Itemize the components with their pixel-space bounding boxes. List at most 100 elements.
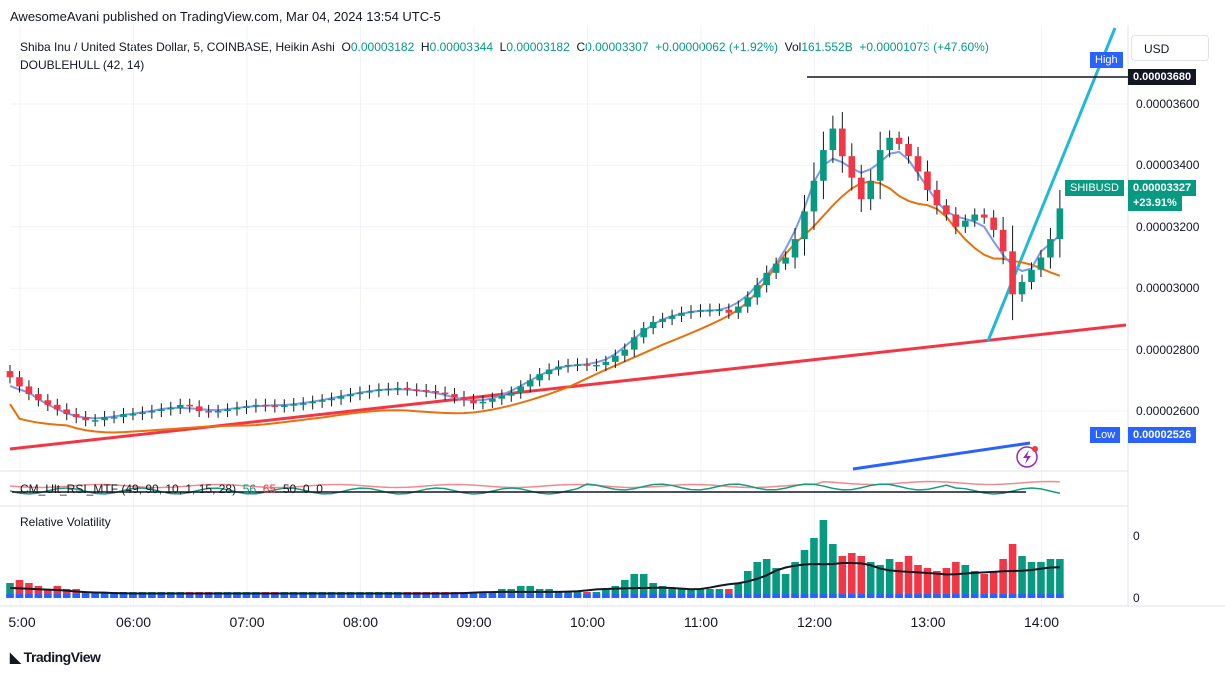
volatility-bar [923,568,932,598]
candle-up [772,263,780,273]
volatility-bar [980,574,988,598]
volatility-legend[interactable]: Relative Volatility [20,515,111,529]
volatility-base-bar [214,594,222,598]
tv-logo-icon: ◣ [10,649,21,665]
candle-up [744,297,752,307]
candle-up [139,412,146,415]
volatility-base-bar [384,594,393,598]
volatility-base-bar [242,594,251,598]
candle-up [110,417,118,419]
alert-icon[interactable] [1016,446,1038,468]
volatility-base-bar [337,594,345,598]
candle-down [990,217,997,230]
tradingview-brand: TradingView [23,649,101,665]
indicator-legend[interactable]: DOUBLEHULL (42, 14) [20,58,145,72]
volatility-base-bar [535,594,544,598]
candle-down [63,409,71,415]
volatility-base-bar [81,594,90,598]
candle-up [564,364,572,367]
volatility-bar [602,589,610,598]
volatility-base-bar [119,594,128,598]
volatility-base-bar [62,594,71,598]
volatility-base-bar [25,594,33,598]
volatility-base-bar [1037,594,1045,598]
volatility-base-bar [129,594,137,598]
volatility-bar [706,589,714,598]
candle-up [602,361,610,365]
volatility-base-bar [687,594,695,598]
volatility-base-bar [204,594,213,598]
time-tick-label: 06:00 [115,614,152,630]
volatility-bar [753,562,761,598]
volatility-base-bar [185,594,194,598]
candle-up [489,398,496,402]
currency-button[interactable]: USD [1131,35,1209,61]
price-tick-label: 0.00003200 [1136,219,1200,234]
volatility-base-bar [677,594,686,598]
candle-down [952,214,960,227]
volatility-base-bar [885,594,894,598]
volatility-base-bar [299,594,307,598]
volatility-bar [819,520,828,598]
rsi-legend[interactable]: CM_Ult_RSI_MTF (49, 90, 10, 1, 15, 28) 5… [20,482,323,496]
price-tick-label: 0.00003400 [1136,158,1200,173]
volatility-base-bar [488,594,497,598]
candle-up [961,220,969,227]
volatility-bar [611,586,620,598]
volatility-bar [848,553,856,598]
volatility-bar [687,589,695,598]
candle-down [271,405,279,407]
candle-down [186,404,194,407]
volatility-base-bar [970,594,979,598]
candle-up [120,414,127,418]
volatility-base-bar [602,594,610,598]
volatility-base-bar [715,594,724,598]
volatility-bar [970,571,979,598]
steep-trendline[interactable] [986,27,1117,342]
candle-up [593,364,600,367]
volatility-base-bar [829,594,837,598]
symbol-title[interactable]: Shiba Inu / United States Dollar, 5, COI… [20,40,335,54]
candle-up [659,318,666,322]
candle-up [290,404,298,406]
volatility-base-bar [781,594,790,598]
rsi-value-5: 0 [316,482,323,496]
volatility-base-bar [1056,594,1064,598]
candle-down [413,389,421,392]
candle-down [441,392,449,395]
candle-up [1028,269,1035,283]
time-tick-label: 12:00 [796,614,833,630]
volatility-base-bar [1018,594,1026,598]
volatility-base-bar [157,594,166,598]
volatility-bar [715,589,724,598]
volatility-base-bar [668,594,676,598]
volatility-bar [498,589,506,598]
close-label: C [576,40,586,54]
volatility-base-bar [403,594,412,598]
candle-up [697,310,704,312]
candle-up [763,272,770,286]
candle-up [829,128,837,151]
volatility-tick-top: 0 [1133,529,1140,543]
volatility-base-bar [138,594,147,598]
candle-down [6,371,14,378]
volatility-base-bar [866,594,875,598]
candle-up [734,306,742,313]
high-value: 0.00003344 [429,40,493,54]
candle-up [214,411,222,413]
volatility-base-bar [308,594,317,598]
volatility-base-bar [791,594,799,598]
candle-up [706,309,714,312]
hull-fast-line [9,150,1061,420]
volatility-base-bar [110,594,118,598]
candle-down [262,404,269,407]
candle-down [16,377,23,387]
volatility-base-bar [412,594,421,598]
candle-up [536,374,543,381]
volatility-bar [876,565,884,598]
volatility-base-bar [564,594,572,598]
tradingview-logo[interactable]: ◣ TradingView [10,649,101,666]
volatility-base-bar [706,594,714,598]
volatility-base-bar [621,594,629,598]
